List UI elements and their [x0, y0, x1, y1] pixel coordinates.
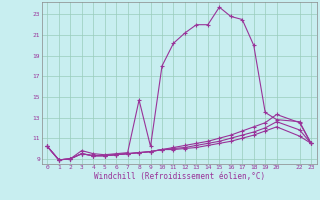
X-axis label: Windchill (Refroidissement éolien,°C): Windchill (Refroidissement éolien,°C) — [94, 172, 265, 181]
